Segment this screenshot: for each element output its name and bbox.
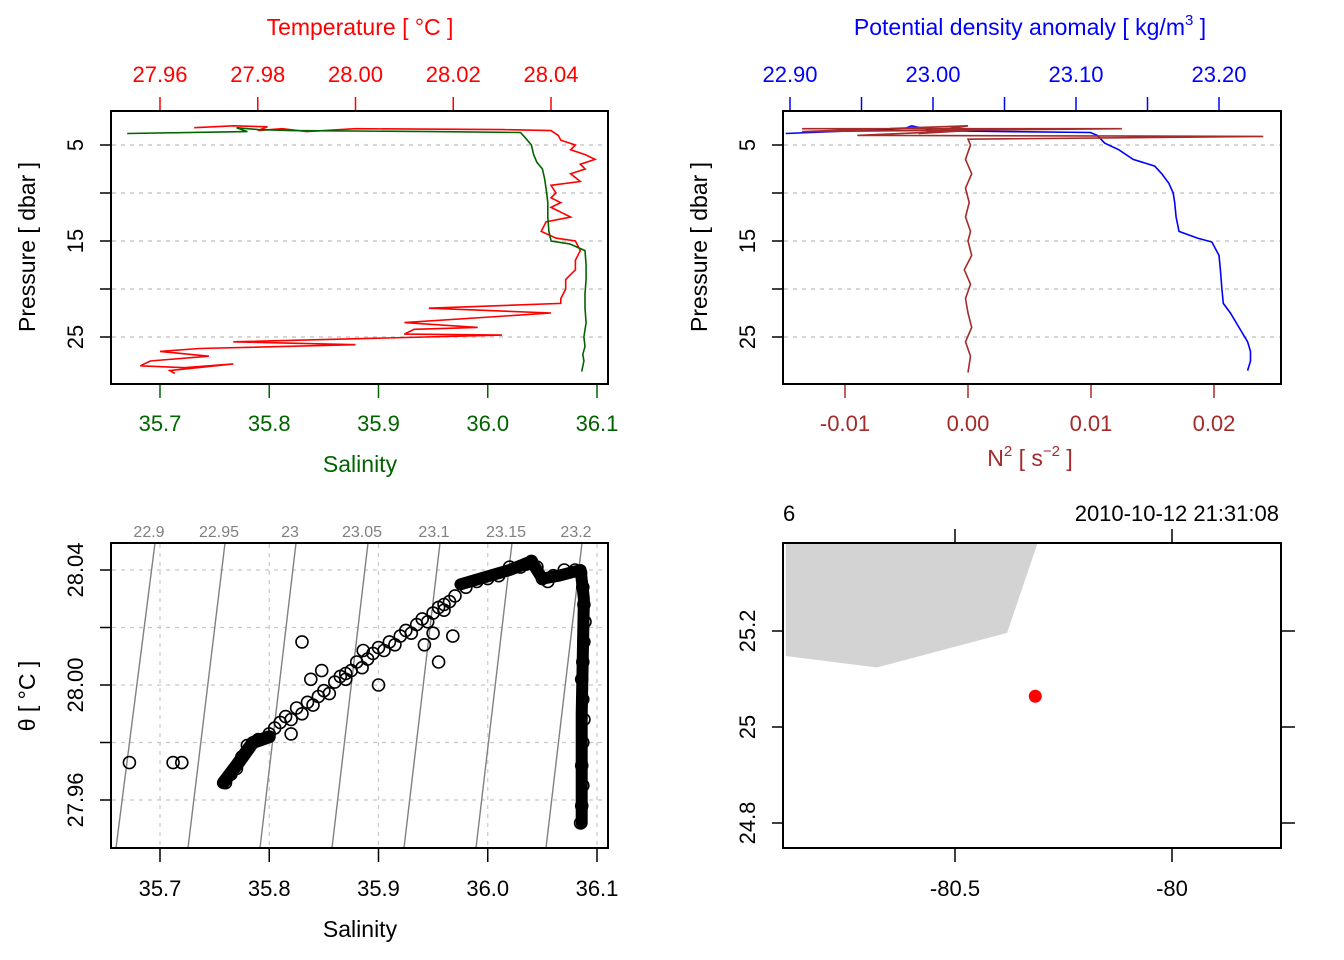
ts-point [338,666,353,681]
ts-point [122,755,137,770]
x-tick-label: 36.0 [466,876,509,901]
bottom-tick-label: 0.02 [1193,411,1236,436]
ts-point [445,629,460,643]
plot-frame [110,110,609,385]
temperature-profile-line [140,124,598,375]
isopycnal-label: 22.95 [199,524,239,541]
bottom-tick-label: -0.01 [820,411,870,436]
top-tick-label: 28.02 [426,62,481,87]
bottom-tick-label: 36.1 [576,411,619,436]
y-tick-label: 25 [735,715,760,739]
ts-point [166,755,180,770]
y-tick-label: 28.00 [63,657,88,712]
y-tick-label: 25.2 [735,610,760,653]
map-frame [782,542,1282,849]
ts-point [314,663,329,678]
ts-point [175,755,189,770]
x-tick-label: 36.1 [576,876,619,901]
coastline-land [785,543,1038,668]
x-tick-label: 35.8 [248,876,291,901]
n2-profile-line [801,125,1264,373]
ts-point [431,655,446,669]
x-axis-title: Salinity [323,916,398,942]
isopycnal-line [475,543,513,848]
ts-point-cluster [454,555,590,829]
bottom-tick-label: 35.9 [357,411,400,436]
y-axis-title: Pressure [ dbar ] [686,162,712,332]
isopycnal-line [187,543,226,848]
bottom-tick-label: 35.8 [248,411,291,436]
panel-temperature-salinity-profile: Temperature [ °C ] 27.96 27.98 28.00 28.02 2… [14,14,618,477]
ts-point [284,727,298,741]
x-tick-label: -80 [1156,876,1188,901]
x-tick-label: -80.5 [930,876,980,901]
top-tick-label: 23.20 [1191,62,1246,87]
isopycnal-label: 23.15 [486,524,526,541]
salinity-profile-line [127,126,587,372]
top-tick-label: 27.98 [230,62,285,87]
y-axis-title: θ [ °C ] [14,661,40,732]
bottom-axis-title: Salinity [323,451,398,477]
top-axis-title: Potential density anomaly [ kg/m3 ] [854,12,1206,40]
ts-point [303,672,318,687]
top-tick-label: 22.90 [762,62,817,87]
x-tick-label: 35.7 [139,876,182,901]
station-marker [1028,689,1042,703]
panel-density-n2-profile: Potential density anomaly [ kg/m3 ] 22.9… [686,12,1282,471]
station-number-label: 6 [783,501,795,526]
isopycnal-line [403,543,441,848]
density-profile-line [785,124,1252,371]
bottom-axis-title: N2 [ s−2 ] [987,443,1073,471]
ts-point [371,678,386,692]
y-tick-label: 5 [735,139,760,151]
isopycnal-label: 22.9 [133,524,164,541]
isopycnal-line [545,543,583,848]
isopycnal-label: 23 [281,524,299,541]
y-tick-label: 24.8 [735,802,760,845]
panel-ts-diagram: 22.9 22.95 23 23.05 23.1 23.15 23.2 35.7 35.8 35… [14,524,618,942]
y-tick-label: 15 [735,229,760,253]
station-time-label: 2010-10-12 21:31:08 [1075,501,1279,526]
ts-point [295,635,309,649]
ts-point [426,626,440,641]
ts-point [437,597,451,612]
y-axis-title: Pressure [ dbar ] [14,162,40,332]
ts-point [322,686,337,701]
x-tick-label: 35.9 [357,876,400,901]
top-tick-label: 27.96 [132,62,187,87]
ts-point [295,706,309,721]
top-tick-label: 23.10 [1048,62,1103,87]
ts-point [448,589,462,603]
bottom-tick-label: 0.01 [1070,411,1113,436]
plot-frame [110,542,609,849]
bottom-tick-label: 0.00 [947,411,990,436]
y-tick-label: 25 [735,325,760,349]
ts-point [356,643,371,658]
top-tick-label: 23.00 [905,62,960,87]
y-tick-label: 5 [63,139,88,151]
y-tick-label: 28.04 [63,542,88,597]
isopycnal-line [259,543,297,848]
y-tick-label: 25 [63,325,88,349]
top-tick-label: 28.04 [523,62,578,87]
ts-point [284,712,298,727]
ts-point [417,637,432,652]
isopycnal-label: 23.2 [560,524,591,541]
plot-frame [782,110,1282,385]
ts-point-cluster [216,730,276,790]
y-tick-label: 15 [63,229,88,253]
y-tick-label: 27.96 [63,772,88,827]
top-axis-title: Temperature [ °C ] [267,14,454,40]
isopycnal-label: 23.1 [418,524,449,541]
isopycnal-label: 23.05 [342,524,382,541]
bottom-tick-label: 35.7 [139,411,182,436]
panel-station-map: -80.5 -80 24.8 25 25.2 6 2010-10-12 21:31:08 [735,501,1295,901]
bottom-tick-label: 36.0 [466,411,509,436]
isopycnal-line [331,543,369,848]
isopycnal-line [115,543,156,848]
top-tick-label: 28.00 [328,62,383,87]
